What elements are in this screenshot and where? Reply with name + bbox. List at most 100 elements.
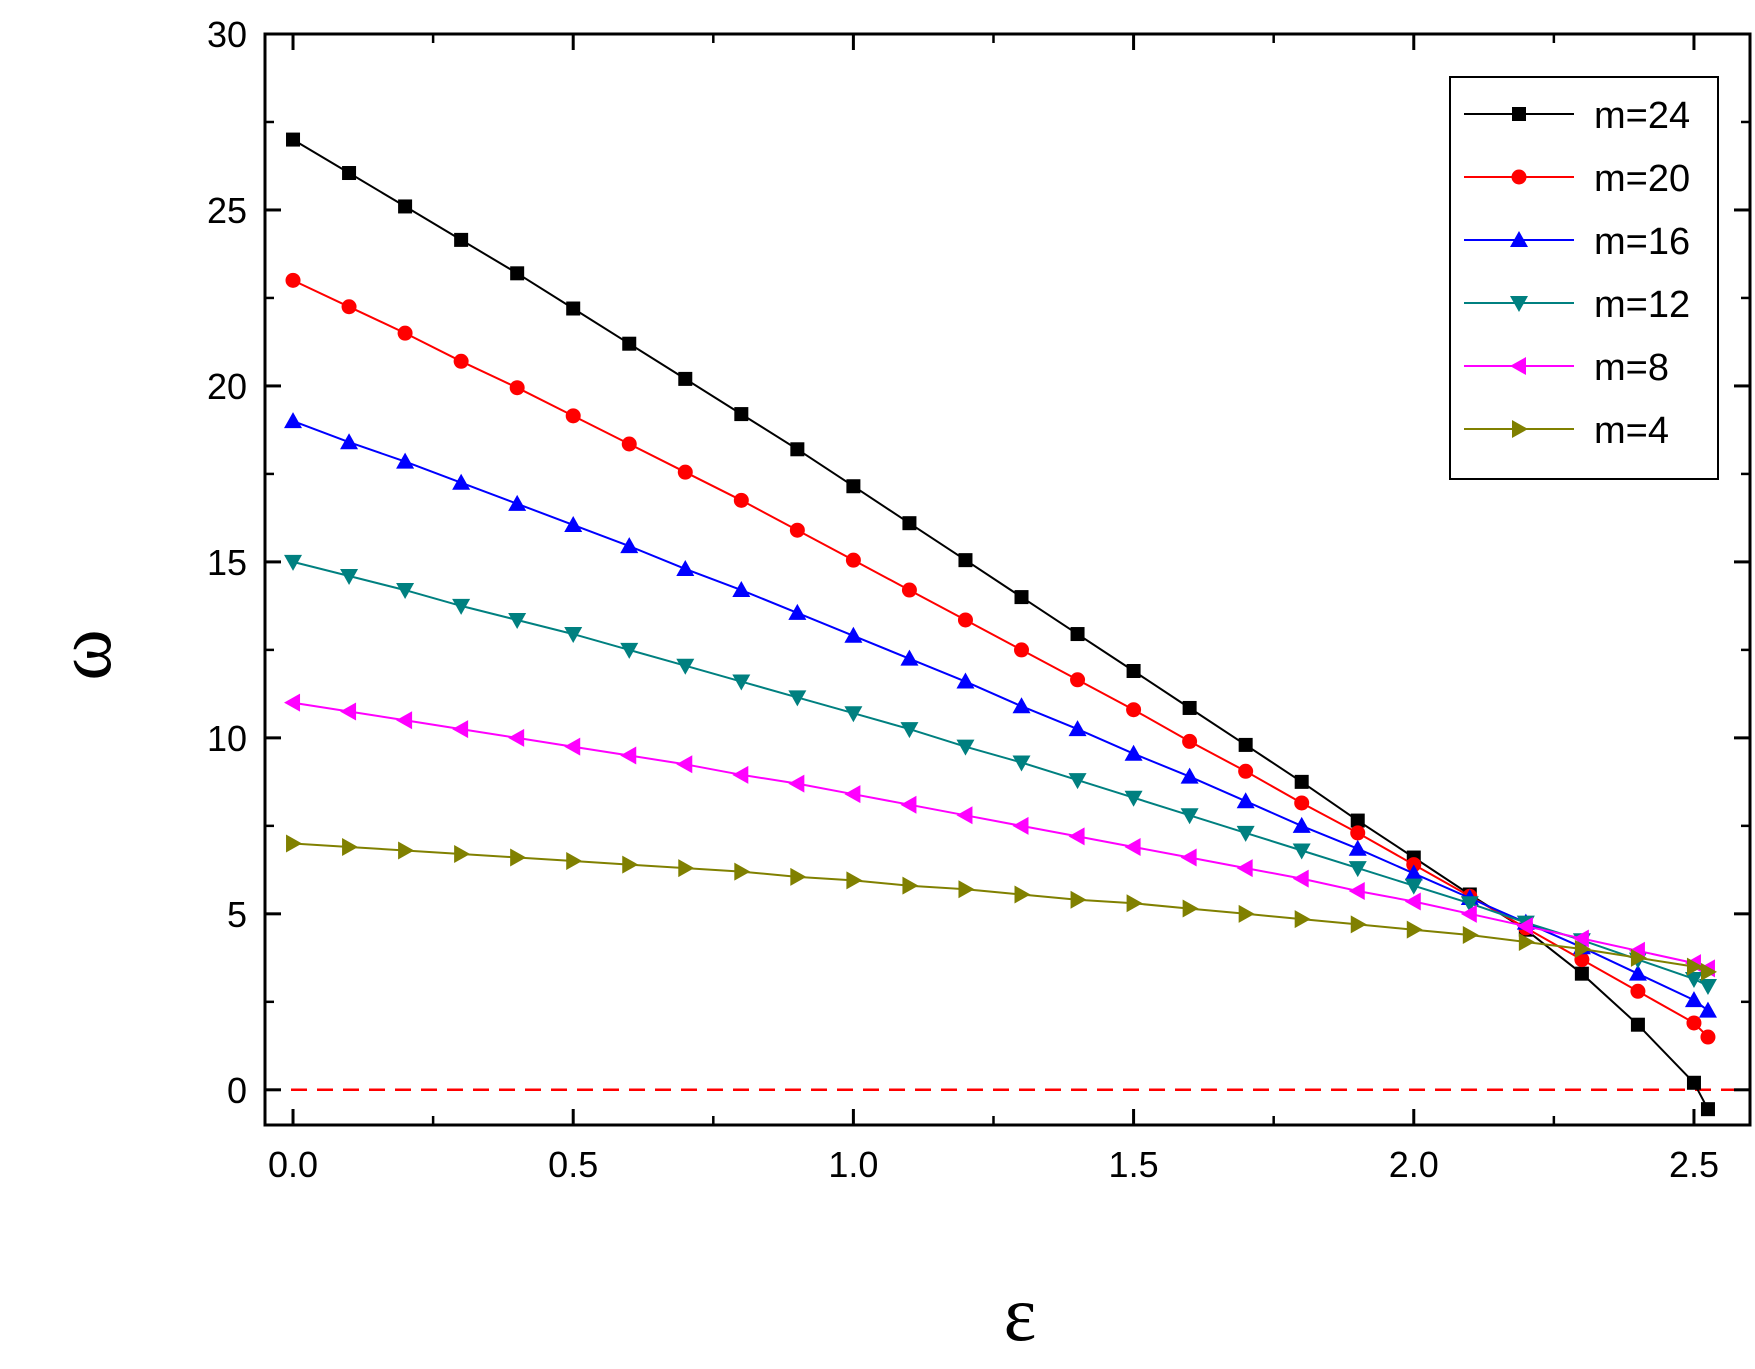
plot-frame <box>263 32 1752 1127</box>
series-layer <box>284 132 1717 1117</box>
data-point-m8 <box>956 806 973 825</box>
data-point-m8 <box>284 693 301 712</box>
data-point-m12 <box>564 627 583 644</box>
data-point-m12 <box>1236 825 1255 842</box>
legend-label: m=16 <box>1594 221 1690 263</box>
data-point-m24 <box>1574 966 1589 981</box>
data-point-m8 <box>788 774 805 793</box>
data-point-m24 <box>1686 1075 1701 1090</box>
data-point-m24 <box>342 166 357 181</box>
data-point-m16 <box>788 603 807 620</box>
data-point-m24 <box>1630 1017 1645 1032</box>
data-point-m8 <box>1068 827 1085 846</box>
data-point-m12 <box>900 722 919 739</box>
data-point-m12 <box>340 568 359 585</box>
data-point-m16 <box>844 626 863 643</box>
data-point-m16 <box>1124 744 1143 761</box>
data-point-m16 <box>508 494 527 511</box>
data-point-m24 <box>734 407 749 422</box>
legend-label: m=8 <box>1594 347 1669 389</box>
data-point-m12 <box>844 706 863 723</box>
data-point-m4 <box>1700 962 1717 981</box>
data-point-m20 <box>1070 672 1086 688</box>
data-point-m8 <box>732 765 749 784</box>
legend: m=24 m=20 m=16 m=12 m=8 m=4 <box>1449 76 1719 480</box>
legend-item-m8: m=8 <box>1464 347 1669 389</box>
legend-label: m=12 <box>1594 284 1690 326</box>
data-point-m8 <box>620 746 637 765</box>
legend-item-m12: m=12 <box>1464 284 1690 326</box>
data-point-m16 <box>900 649 919 666</box>
data-point-m20 <box>677 464 693 480</box>
x-tick-label: 1.0 <box>828 1144 878 1185</box>
data-point-m20 <box>1700 1029 1716 1045</box>
data-point-m20 <box>453 353 469 369</box>
data-point-m20 <box>845 552 861 568</box>
data-point-m12 <box>1348 861 1367 878</box>
data-point-m4 <box>1406 920 1423 939</box>
data-point-m4 <box>1518 932 1535 951</box>
data-point-m20 <box>621 436 637 452</box>
x-tick-label: 0.5 <box>548 1144 598 1185</box>
data-point-m20 <box>1686 1015 1702 1031</box>
data-point-m16 <box>1684 991 1703 1008</box>
data-point-m12 <box>676 658 695 675</box>
data-point-m20 <box>733 492 749 508</box>
data-point-m20 <box>1350 825 1366 841</box>
data-point-m24 <box>1238 737 1253 752</box>
data-point-m12 <box>1460 896 1479 913</box>
data-point-m20 <box>509 380 525 396</box>
data-point-m24 <box>1350 813 1365 828</box>
data-point-m8 <box>1572 929 1589 948</box>
data-point-m20 <box>565 408 581 424</box>
data-point-m12 <box>620 642 639 659</box>
data-point-m24 <box>622 336 637 351</box>
legend-swatch-marker <box>1510 357 1526 375</box>
data-point-m8 <box>452 720 469 739</box>
data-point-m16 <box>956 672 975 689</box>
data-point-m4 <box>678 859 695 878</box>
series-m24 <box>286 132 1715 1117</box>
legend-swatch-marker <box>1511 169 1527 185</box>
data-point-m4 <box>510 848 527 867</box>
data-point-m16 <box>1012 697 1031 714</box>
data-point-m4 <box>1126 894 1143 913</box>
data-point-m8 <box>396 711 413 730</box>
data-point-m16 <box>1236 792 1255 809</box>
data-point-m8 <box>508 728 525 747</box>
data-point-m4 <box>1462 925 1479 944</box>
legend-swatch-marker <box>1510 296 1528 312</box>
data-point-m20 <box>397 325 413 341</box>
data-point-m24 <box>1294 774 1309 789</box>
data-point-m12 <box>1068 773 1087 790</box>
data-point-m20 <box>1182 733 1198 749</box>
data-point-m4 <box>734 862 751 881</box>
data-point-m20 <box>1294 795 1310 811</box>
y-tick-label: 5 <box>227 894 247 935</box>
data-point-m16 <box>1348 839 1367 856</box>
data-point-m24 <box>846 479 861 494</box>
x-tick-label: 2.5 <box>1669 1144 1719 1185</box>
data-point-m4 <box>1070 890 1087 909</box>
y-tick-label: 20 <box>207 366 247 407</box>
data-point-m16 <box>1404 864 1423 881</box>
data-point-m4 <box>622 855 639 874</box>
data-point-m8 <box>564 737 581 756</box>
data-point-m8 <box>1516 917 1533 936</box>
legend-swatch-marker <box>1510 231 1528 247</box>
data-point-m8 <box>1012 816 1029 835</box>
legend-label: m=4 <box>1594 410 1669 452</box>
data-point-m4 <box>958 880 975 899</box>
data-point-m20 <box>285 272 301 288</box>
data-point-m24 <box>1070 627 1085 642</box>
data-point-m4 <box>566 852 583 871</box>
legend-label: m=24 <box>1594 95 1690 137</box>
data-point-m8 <box>900 795 917 814</box>
data-point-m8 <box>1404 892 1421 911</box>
legend-box <box>1449 76 1719 480</box>
data-point-m20 <box>901 582 917 598</box>
data-point-m4 <box>454 845 471 864</box>
legend-item-m4: m=4 <box>1464 410 1669 452</box>
data-point-m4 <box>1014 885 1031 904</box>
